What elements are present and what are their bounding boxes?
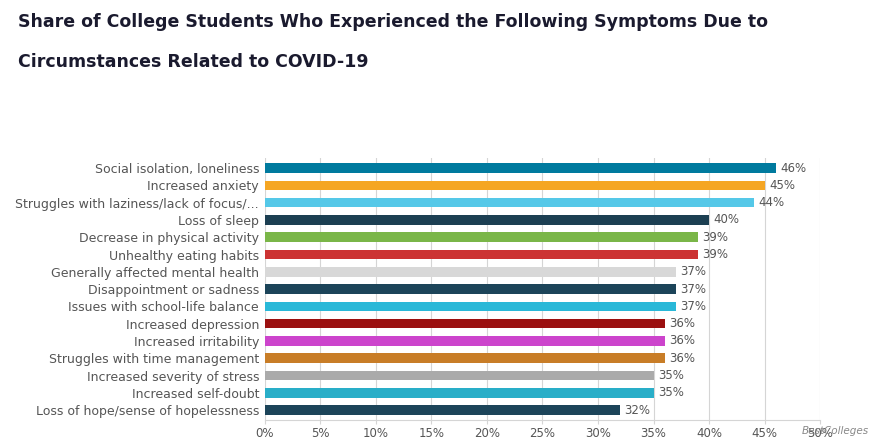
Bar	[265, 353, 665, 363]
Text: 45%: 45%	[769, 179, 796, 192]
Bar	[265, 250, 698, 259]
Text: 36%: 36%	[669, 317, 695, 330]
Text: 36%: 36%	[669, 335, 695, 347]
Bar	[265, 215, 709, 225]
Text: 35%: 35%	[658, 369, 684, 382]
Bar	[265, 371, 654, 380]
Text: 39%: 39%	[702, 248, 729, 261]
Bar	[265, 388, 654, 398]
Bar	[265, 233, 698, 242]
Text: 37%: 37%	[680, 265, 706, 278]
Bar	[265, 336, 665, 346]
Bar	[265, 163, 776, 173]
Text: 32%: 32%	[624, 403, 651, 417]
Text: 44%: 44%	[758, 196, 784, 209]
Text: 37%: 37%	[680, 283, 706, 296]
Bar	[265, 405, 620, 415]
Bar	[265, 302, 676, 311]
Text: 37%: 37%	[680, 300, 706, 313]
Text: 40%: 40%	[714, 213, 740, 226]
Text: BestColleges: BestColleges	[802, 426, 869, 436]
Text: 46%: 46%	[781, 162, 806, 175]
Text: 35%: 35%	[658, 386, 684, 399]
Text: Share of College Students Who Experienced the Following Symptoms Due to: Share of College Students Who Experience…	[18, 13, 767, 31]
Bar	[265, 284, 676, 294]
Text: 39%: 39%	[702, 231, 729, 244]
Bar	[265, 180, 765, 190]
Bar	[265, 319, 665, 328]
Bar	[265, 267, 676, 276]
Text: 36%: 36%	[669, 352, 695, 365]
Bar	[265, 198, 753, 207]
Text: Circumstances Related to COVID-19: Circumstances Related to COVID-19	[18, 53, 368, 71]
